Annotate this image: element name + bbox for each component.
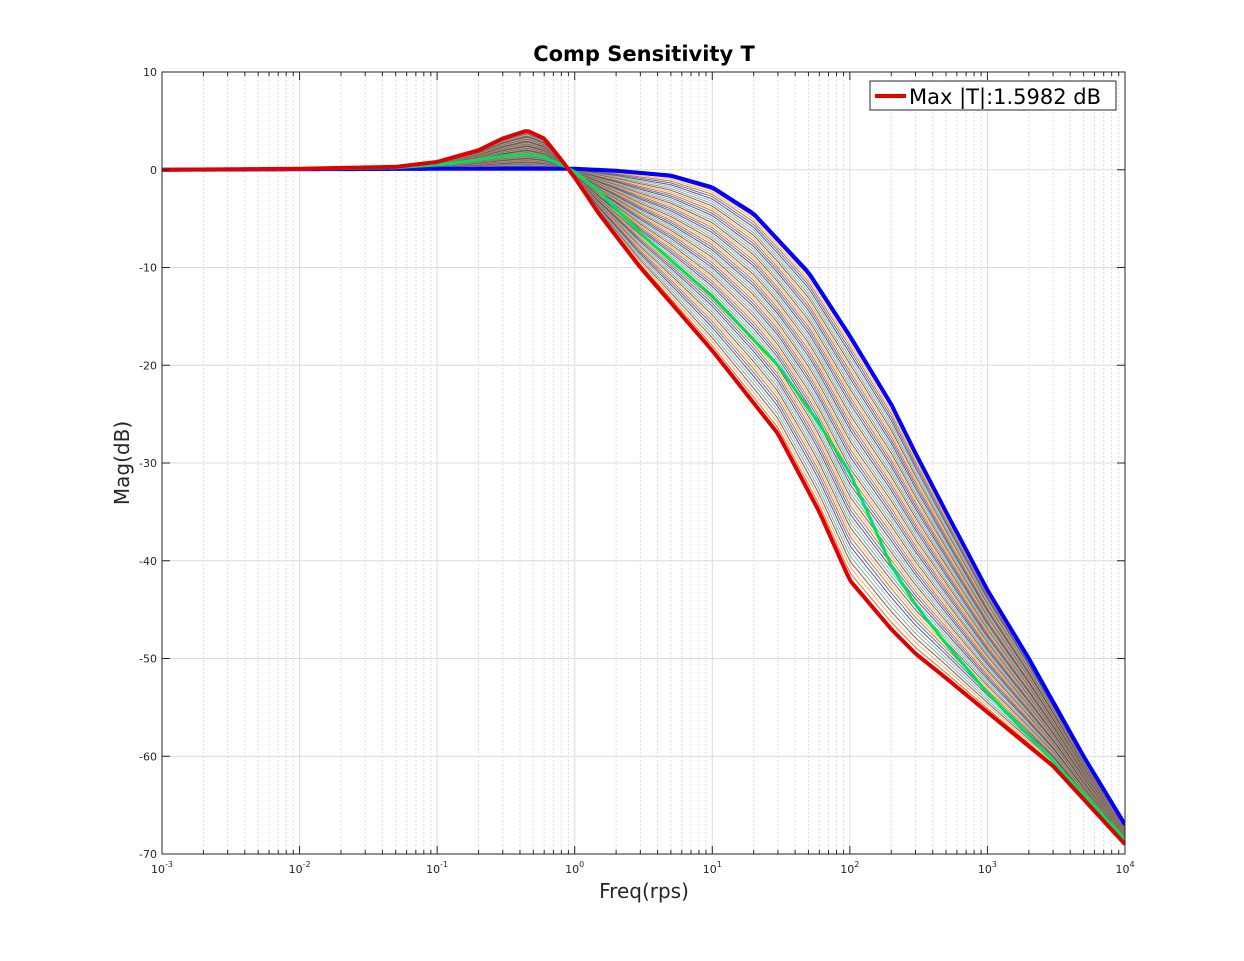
x-tick-label: 100 (565, 860, 584, 876)
x-tick-labels: 10-3 10-2 10-1 100 101 102 103 104 (151, 860, 1135, 876)
main-curves (162, 129, 1125, 846)
x-tick-label: 104 (1115, 860, 1134, 876)
y-tick-label: 10 (143, 66, 157, 79)
legend-box (869, 80, 1117, 111)
max-t-curve (162, 129, 1125, 846)
y-tick-labels: 10 0 -10 -20 -30 -40 -50 -60 -70 (139, 66, 157, 861)
y-tick-label: -10 (139, 262, 157, 275)
x-tick-label: 10-1 (426, 860, 448, 876)
chart-title: Comp Sensitivity T (533, 42, 755, 66)
x-tick-label: 102 (840, 860, 859, 876)
y-axis-title: Mag(dB) (110, 421, 134, 505)
x-tick-label: 10-3 (151, 860, 173, 876)
x-tick-label: 103 (978, 860, 997, 876)
y-tick-label: -20 (139, 359, 157, 372)
x-axis-title: Freq(rps) (599, 879, 689, 903)
axis-ticks (161, 71, 1126, 855)
y-tick-label: -60 (139, 750, 157, 763)
y-tick-label: 0 (150, 164, 157, 177)
y-tick-label: -50 (139, 653, 157, 666)
y-tick-label: -40 (139, 555, 157, 568)
x-tick-label: 101 (703, 860, 722, 876)
legend: Max |T|:1.5982 dB (869, 80, 1117, 111)
y-tick-label: -70 (139, 848, 157, 861)
legend-label: Max |T|:1.5982 dB (909, 85, 1101, 110)
x-tick-label: 10-2 (289, 860, 311, 876)
y-tick-label: -30 (139, 457, 157, 470)
